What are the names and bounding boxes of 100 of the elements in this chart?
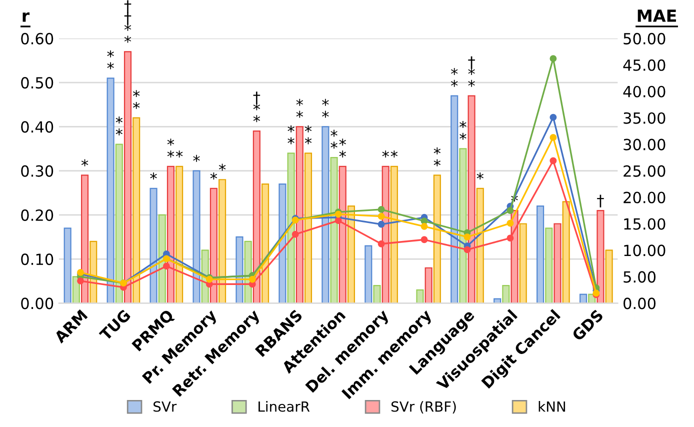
y2-tick-label: 25.00 <box>624 165 666 177</box>
data-label: * * <box>288 125 294 144</box>
y2-tick-label: 0.00 <box>624 298 656 310</box>
point <box>550 55 557 62</box>
bar <box>382 166 390 304</box>
bar <box>124 51 132 304</box>
y2-tick-label: 5.00 <box>624 271 656 283</box>
bar <box>115 144 123 304</box>
data-label: * * <box>167 138 174 158</box>
y2-tick-label: 20.00 <box>624 192 666 204</box>
legend-label: SVr <box>154 401 177 412</box>
bar <box>468 95 476 304</box>
y2-tick-label: 50.00 <box>624 32 666 44</box>
point <box>506 220 514 227</box>
data-label: * <box>476 172 484 180</box>
point <box>292 230 299 238</box>
bar <box>502 284 510 304</box>
point <box>248 276 256 283</box>
data-label: † * * <box>468 56 475 87</box>
bar <box>176 166 184 304</box>
bar <box>433 174 441 304</box>
data-label: * * <box>339 138 346 158</box>
bar <box>605 250 613 304</box>
bar <box>287 152 295 304</box>
point <box>550 114 557 121</box>
point <box>77 277 84 284</box>
bar <box>545 228 553 304</box>
bar <box>364 245 372 304</box>
data-label: * <box>150 172 157 180</box>
bar <box>64 228 72 304</box>
point <box>506 207 514 214</box>
y-tick-label: 0.50 <box>21 77 54 89</box>
point <box>464 234 471 240</box>
data-label: † * * <box>253 92 260 122</box>
bar <box>562 201 570 304</box>
point <box>378 206 385 213</box>
y-tick-label: 0.10 <box>21 254 54 266</box>
y-tick-label: 0.30 <box>21 165 54 177</box>
bar <box>192 170 200 304</box>
legend-label: LinearR <box>258 401 310 412</box>
point <box>420 222 428 230</box>
y2-tick-label: 35.00 <box>624 112 666 124</box>
data-label: * * <box>322 98 329 118</box>
bar <box>494 298 502 304</box>
y-tick-label: 0.00 <box>21 298 54 310</box>
data-label: * * <box>304 125 312 144</box>
bar <box>373 284 381 304</box>
y-tick-label: 0.60 <box>21 32 54 44</box>
bar <box>596 210 604 304</box>
data-label: * <box>390 150 398 158</box>
bar <box>476 188 484 304</box>
point <box>378 220 385 228</box>
data-label: * <box>176 150 183 158</box>
bar <box>80 174 89 304</box>
point <box>506 234 514 242</box>
point <box>420 236 428 244</box>
bar <box>150 188 158 304</box>
y2-axis-title: MAE <box>638 10 676 22</box>
bar <box>416 289 424 304</box>
data-label: † † * * <box>124 0 132 43</box>
bar <box>278 183 286 304</box>
point <box>378 212 385 220</box>
point <box>550 134 557 141</box>
legend-label: kNN <box>538 401 566 412</box>
data-label: * * <box>132 90 140 109</box>
bar <box>218 179 226 304</box>
data-label: * * <box>460 120 466 140</box>
bar <box>424 267 432 304</box>
data-label: * * <box>434 147 441 166</box>
y-axis-title: r <box>22 12 30 22</box>
data-label: * * <box>116 116 123 136</box>
bar <box>304 152 312 304</box>
point <box>378 240 385 248</box>
data-label: * * <box>330 130 338 149</box>
bar <box>296 126 304 304</box>
bar <box>536 206 544 304</box>
data-label: * <box>193 154 200 162</box>
data-label: † <box>597 194 604 208</box>
y2-tick-label: 10.00 <box>624 244 666 256</box>
y2-tick-label: 15.00 <box>624 218 666 230</box>
bar <box>347 206 355 304</box>
bar <box>210 188 218 304</box>
data-label: * * <box>296 98 304 118</box>
point <box>162 262 170 270</box>
bar <box>106 78 114 304</box>
bar <box>166 166 174 304</box>
data-label: * <box>218 164 226 171</box>
bar <box>338 166 346 304</box>
legend-label: SVr (RBF) <box>391 401 456 414</box>
data-label: * * <box>107 50 114 70</box>
bar <box>450 95 458 304</box>
point <box>464 246 471 254</box>
bar <box>252 130 260 304</box>
data-label: * <box>210 172 218 180</box>
bar <box>132 117 140 304</box>
point <box>550 157 557 164</box>
bar <box>459 148 467 304</box>
y-tick-label: 0.20 <box>21 209 54 221</box>
y2-tick-label: 40.00 <box>623 86 666 98</box>
data-label: * * <box>450 68 458 87</box>
